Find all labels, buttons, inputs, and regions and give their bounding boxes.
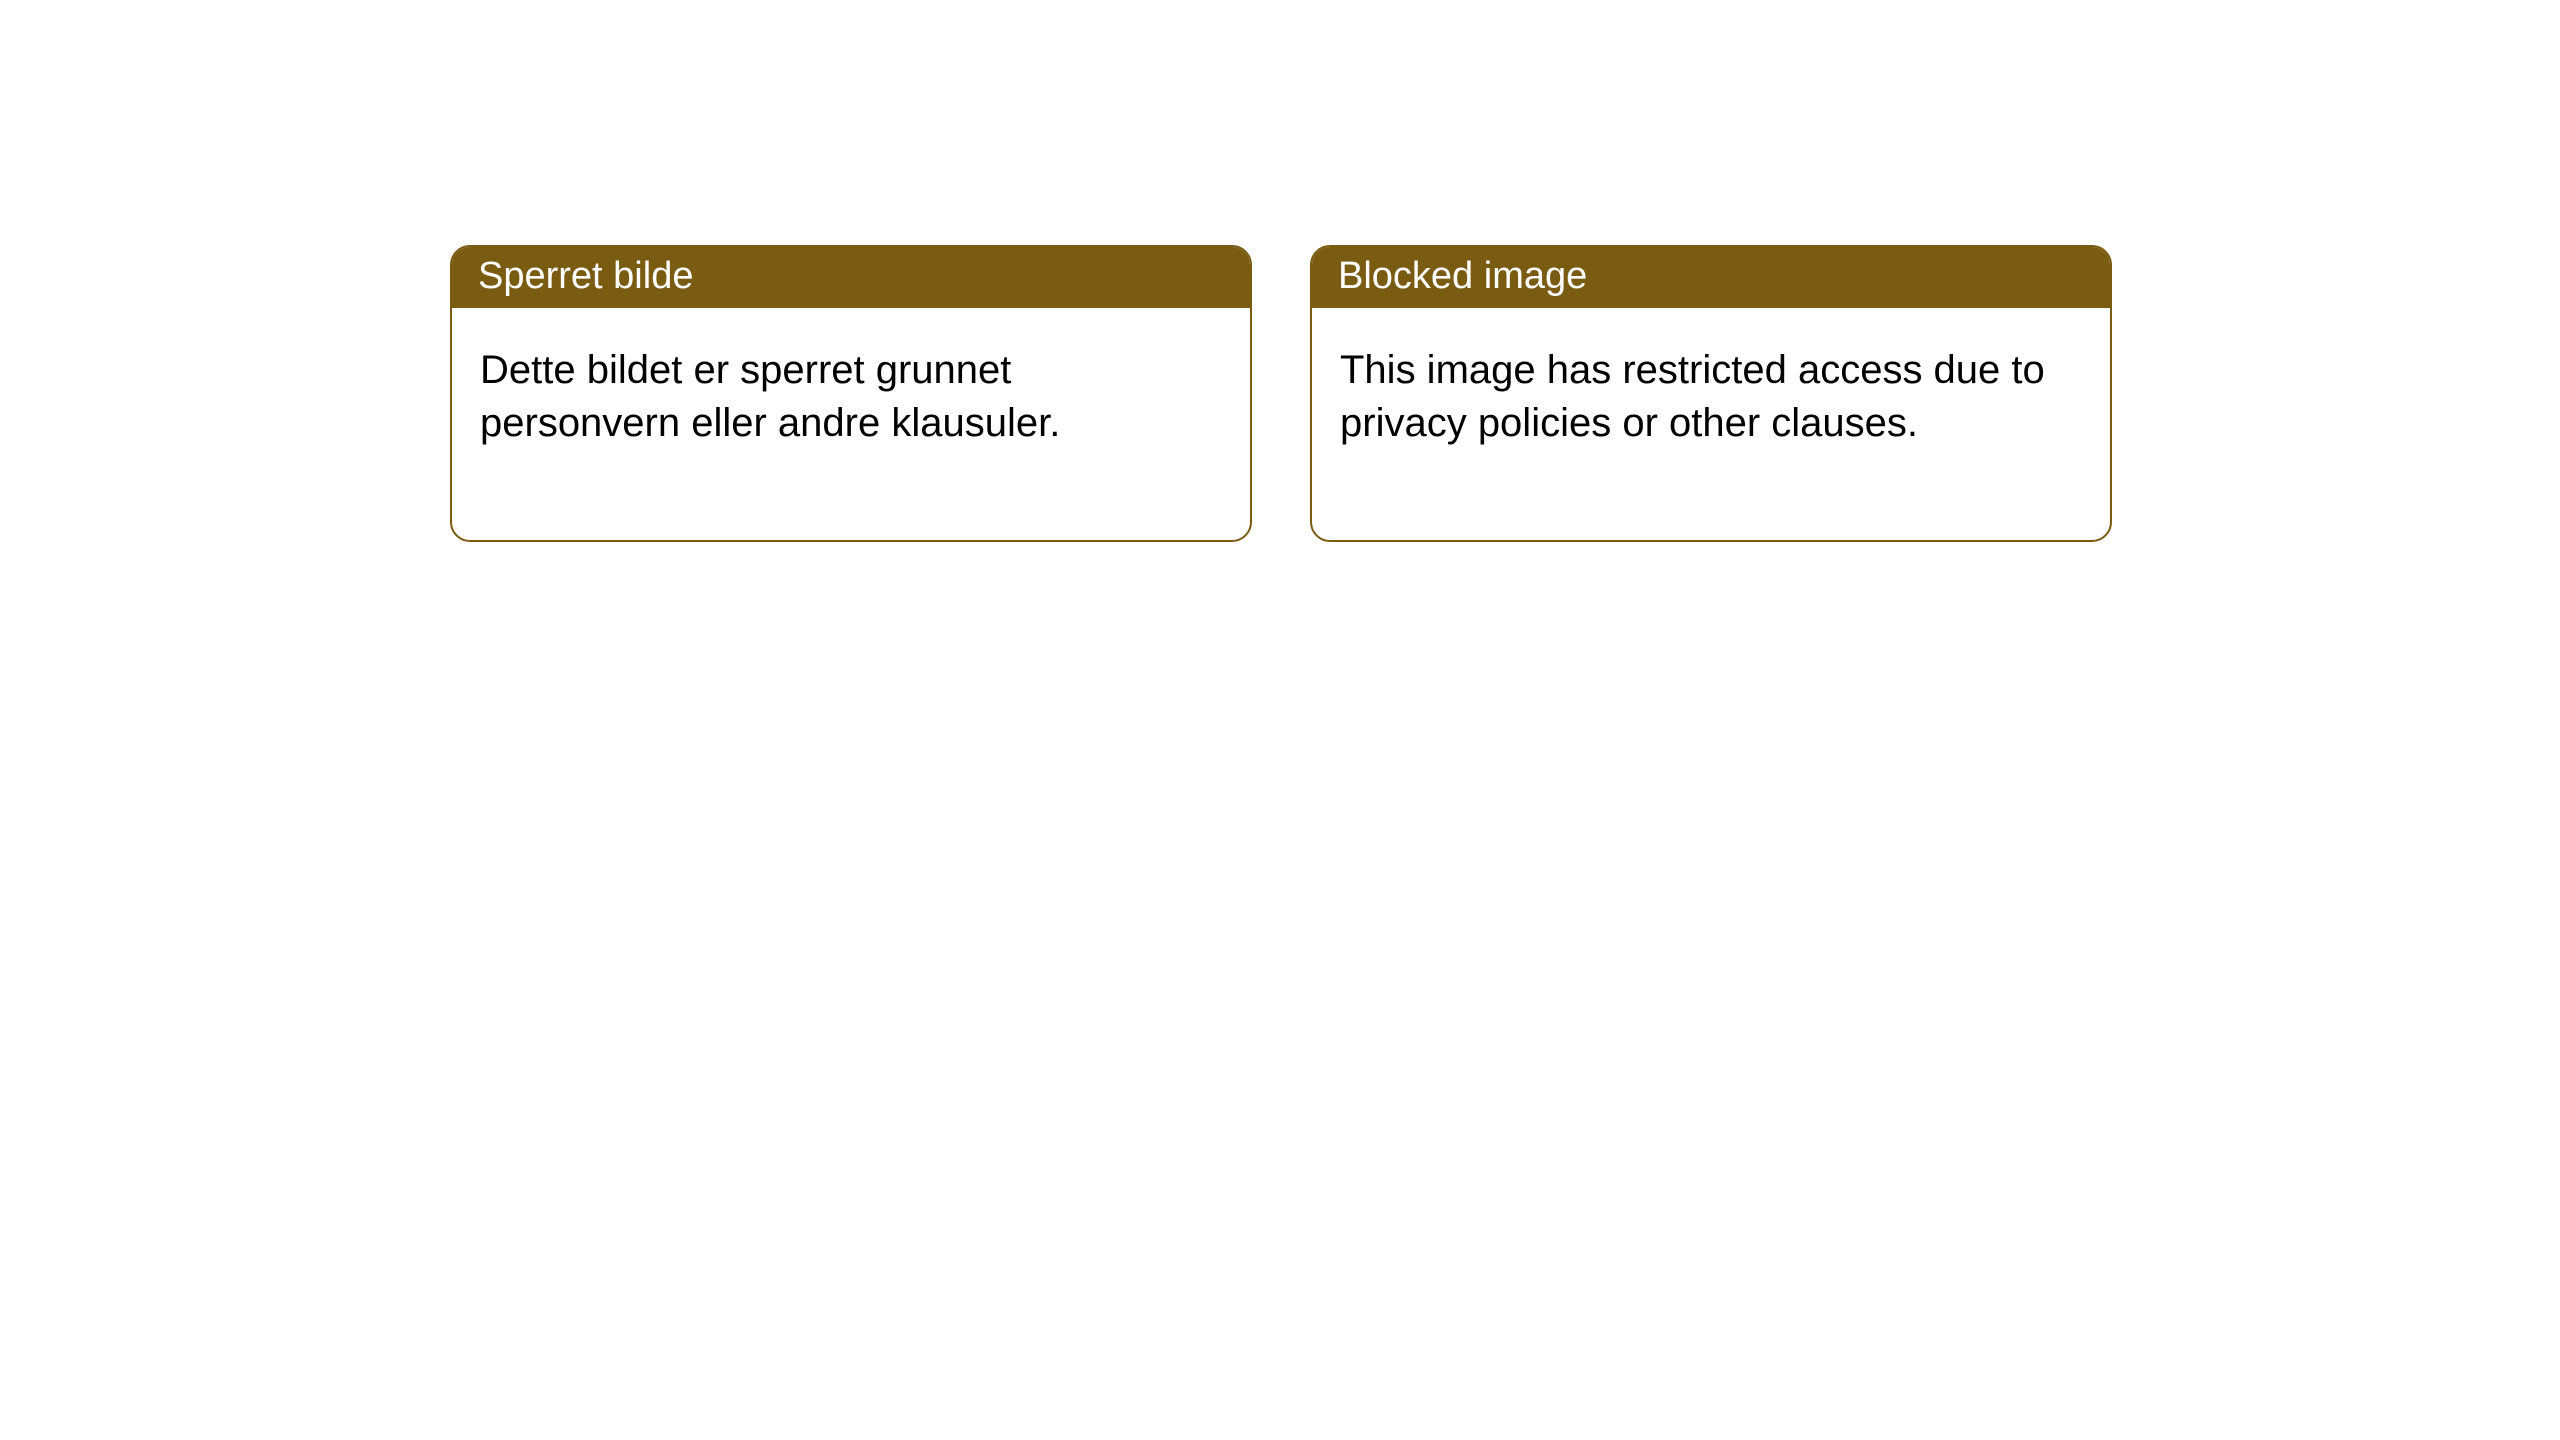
notice-body: This image has restricted access due to … — [1312, 308, 2110, 540]
notice-card-norwegian: Sperret bilde Dette bildet er sperret gr… — [450, 245, 1252, 542]
notice-card-english: Blocked image This image has restricted … — [1310, 245, 2112, 542]
notice-container: Sperret bilde Dette bildet er sperret gr… — [450, 245, 2112, 542]
notice-title: Sperret bilde — [452, 247, 1250, 308]
notice-title: Blocked image — [1312, 247, 2110, 308]
notice-body: Dette bildet er sperret grunnet personve… — [452, 308, 1250, 540]
